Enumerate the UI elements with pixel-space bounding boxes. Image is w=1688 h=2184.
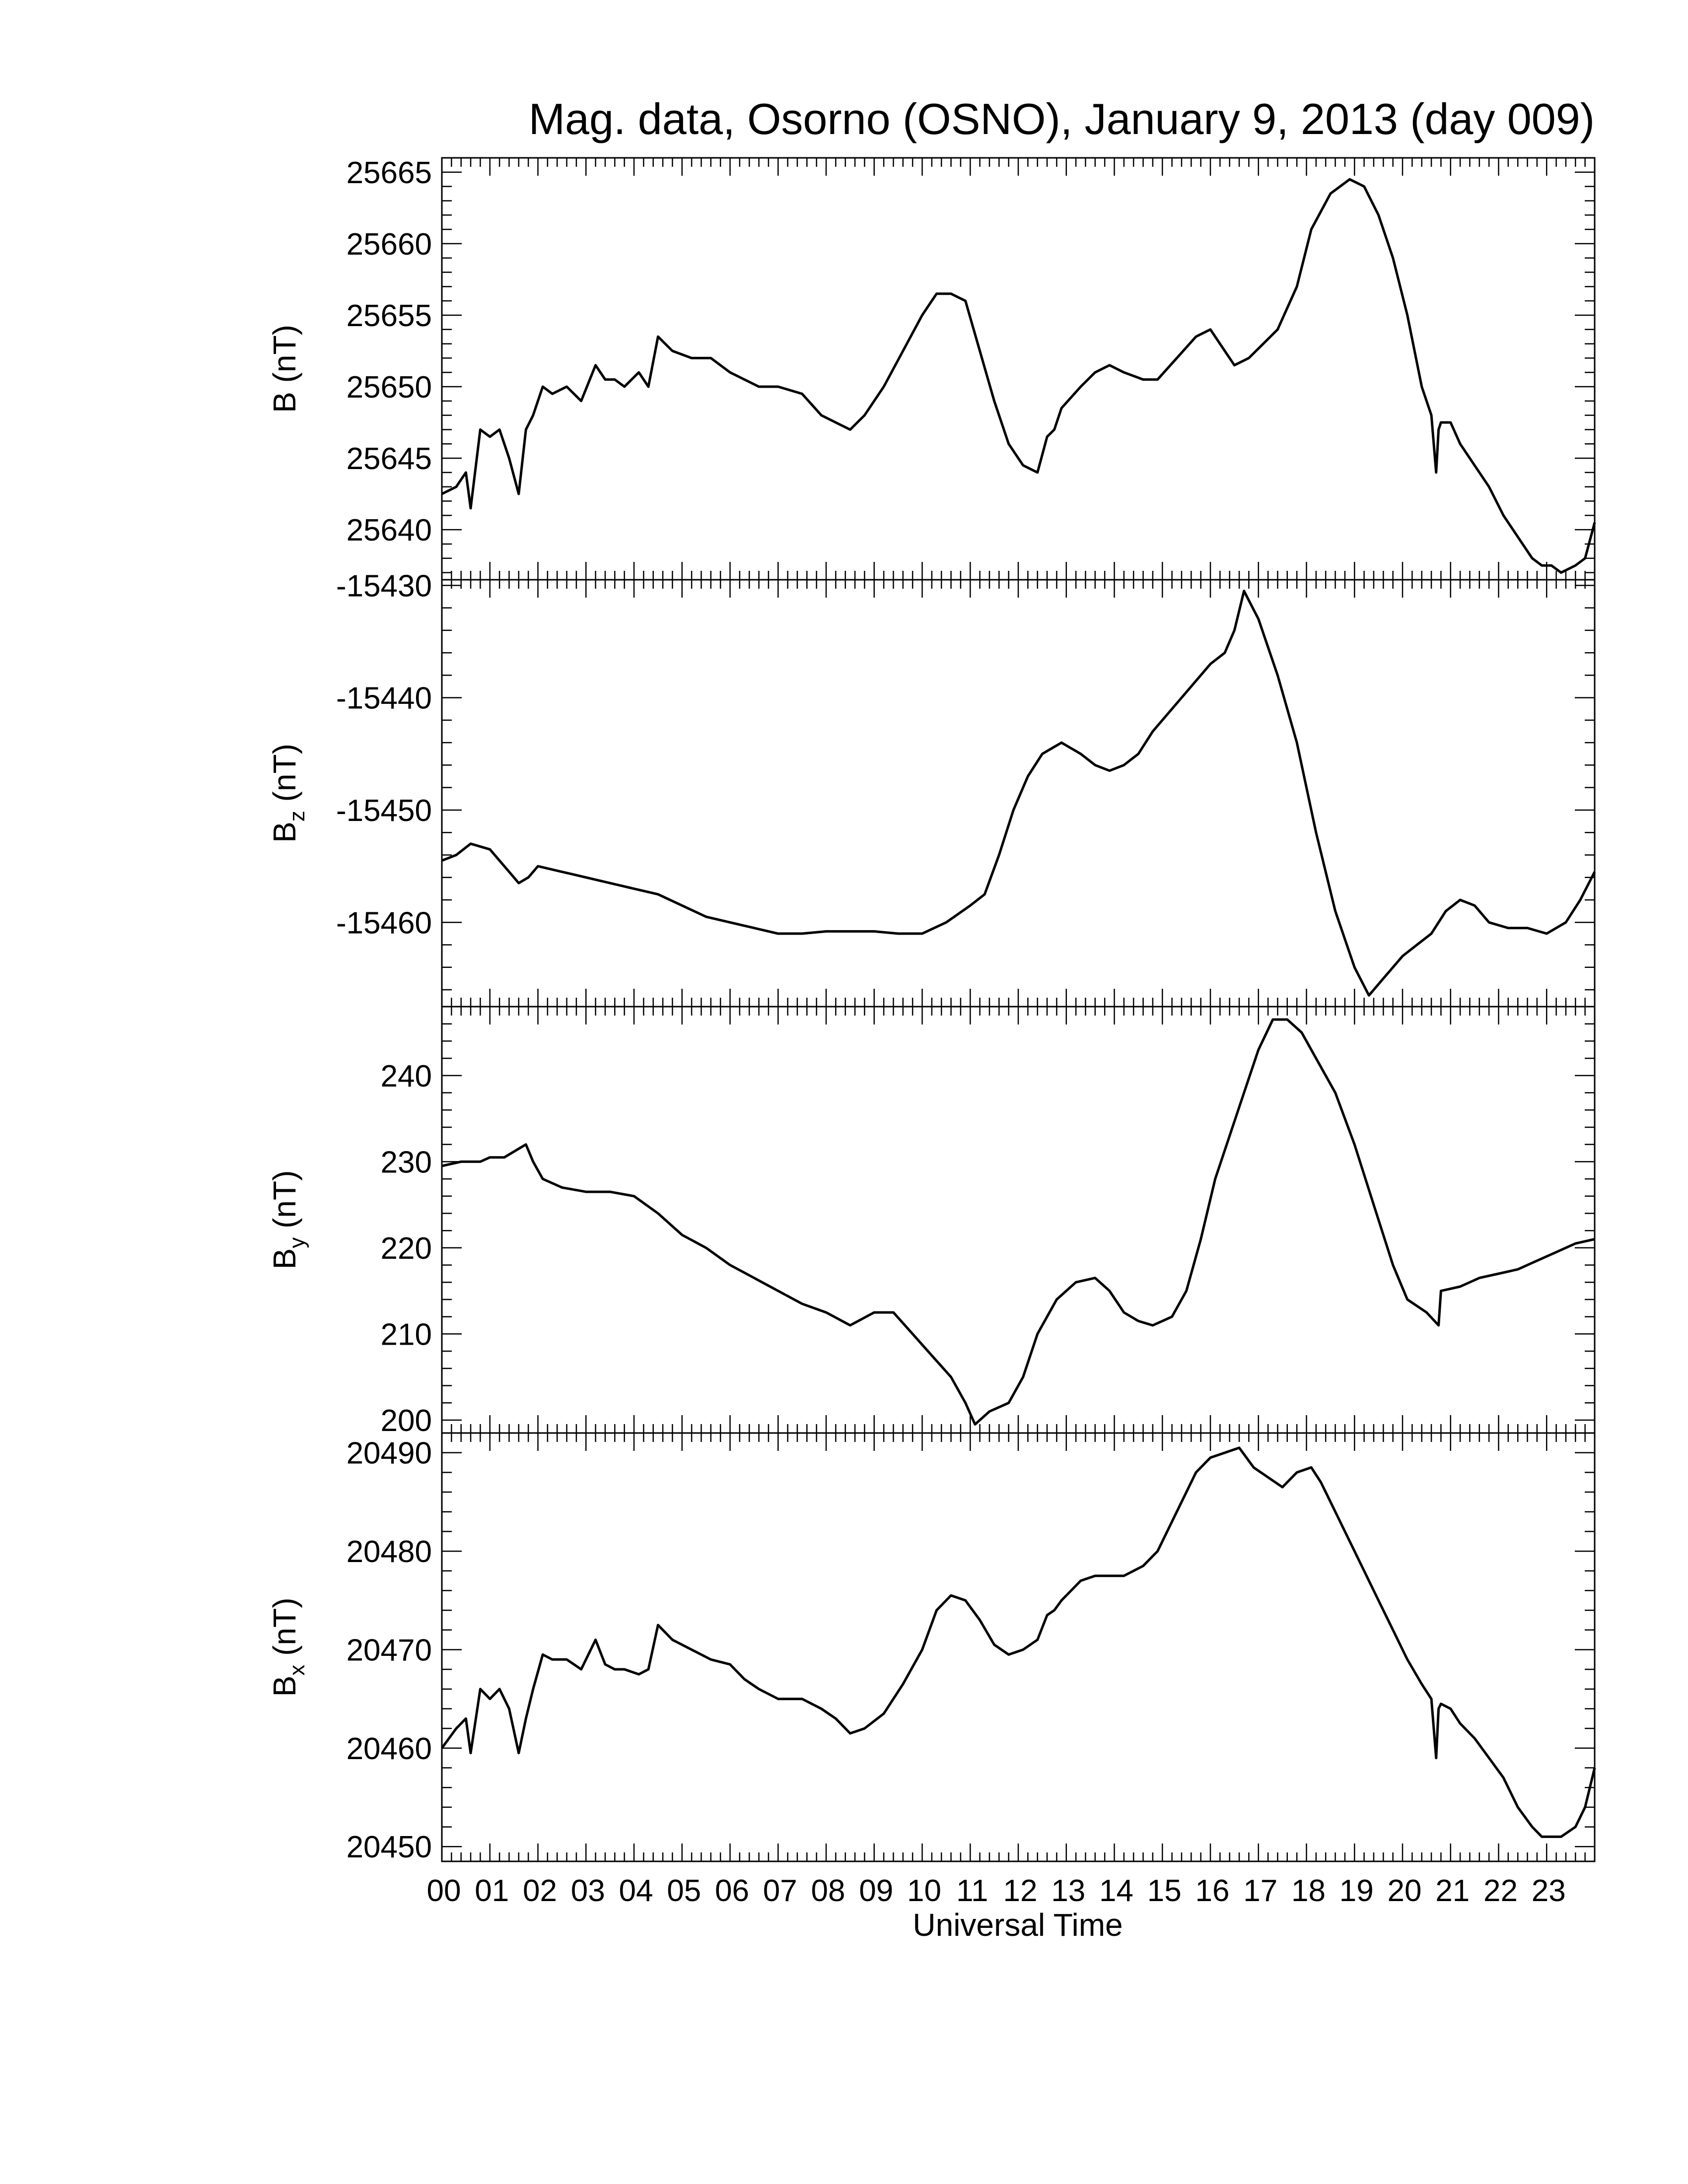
panel-Bz: -15460 -15450 -15440 -15430 Bz (nT) <box>267 569 1596 1008</box>
x-tick-label: 19 <box>1339 1874 1374 1908</box>
x-tick-label: 22 <box>1483 1874 1518 1908</box>
y-tick-label: 20450 <box>347 1830 432 1864</box>
y-tick-label: 200 <box>381 1404 432 1438</box>
series-line-Bx <box>440 1446 1596 1838</box>
panel-frame <box>441 1006 1596 1434</box>
panels-group: 25640 25645 25650 25655 25660 25665 B (nT) -154… <box>267 156 1596 1864</box>
y-tick-label: 25640 <box>347 513 432 547</box>
x-tick-label: 13 <box>1051 1874 1085 1908</box>
x-tick-label: 18 <box>1291 1874 1326 1908</box>
x-tick-label: 06 <box>715 1874 749 1908</box>
y-tick-label: 25665 <box>347 156 432 190</box>
x-tick-label: 07 <box>763 1874 797 1908</box>
x-tick-label: 21 <box>1435 1874 1470 1908</box>
y-axis-label: By (nT) <box>267 1170 309 1270</box>
x-tick-label: 12 <box>1003 1874 1038 1908</box>
y-tick-label: 230 <box>381 1145 432 1179</box>
panel-B: 25640 25645 25650 25655 25660 25665 B (nT) <box>267 156 1596 581</box>
x-tick-label: 03 <box>571 1874 605 1908</box>
x-tick-labels: 00 01 02 03 04 05 06 07 08 09 10 11 12 13 14 15 16 17 18 19… <box>427 1874 1566 1908</box>
chart-title: Mag. data, Osorno (OSNO), January 9, 201… <box>529 94 1595 143</box>
y-tick-label: 240 <box>381 1059 432 1093</box>
y-tick-label: 20480 <box>347 1535 432 1569</box>
x-tick-label: 01 <box>475 1874 509 1908</box>
panel-frame <box>441 1432 1596 1862</box>
x-tick-label: 10 <box>907 1874 941 1908</box>
panel-frame <box>441 157 1596 581</box>
x-tick-label: 23 <box>1532 1874 1566 1908</box>
y-tick-label: 25645 <box>347 442 432 476</box>
series-line-Bz <box>441 590 1596 997</box>
x-tick-label: 05 <box>667 1874 701 1908</box>
series-line-B <box>441 178 1596 574</box>
y-tick-label: -15460 <box>336 906 432 940</box>
x-tick-label: 15 <box>1147 1874 1182 1908</box>
x-tick-label: 04 <box>619 1874 653 1908</box>
y-tick-label: 25655 <box>347 299 432 333</box>
y-tick-label: 20470 <box>347 1633 432 1667</box>
y-tick-label: -15440 <box>336 682 432 716</box>
x-tick-label: 20 <box>1388 1874 1422 1908</box>
y-tick-label: -15450 <box>336 794 432 828</box>
y-tick-label: 20490 <box>347 1436 432 1471</box>
x-tick-label: 14 <box>1099 1874 1133 1908</box>
y-tick-label: 210 <box>381 1317 432 1352</box>
x-tick-label: 16 <box>1196 1874 1230 1908</box>
panel-By: 200 210 220 230 240 By (nT) <box>267 1006 1596 1438</box>
y-tick-label: 220 <box>381 1231 432 1266</box>
x-tick-label: 11 <box>956 1874 988 1908</box>
panel-Bx: 20450 20460 20470 20480 20490 Bx (nT) <box>267 1432 1596 1864</box>
y-tick-label: 20460 <box>347 1732 432 1766</box>
x-tick-label: 00 <box>427 1874 461 1908</box>
x-tick-label: 17 <box>1243 1874 1277 1908</box>
y-axis-label: Bx (nT) <box>267 1598 309 1697</box>
series-line-By <box>441 1018 1595 1426</box>
y-tick-label: 25660 <box>347 227 432 262</box>
x-axis-label: Universal Time <box>913 1907 1123 1943</box>
x-tick-label: 02 <box>523 1874 557 1908</box>
y-tick-label: -15430 <box>336 569 432 603</box>
x-tick-label: 08 <box>811 1874 845 1908</box>
y-tick-label: 25650 <box>347 370 432 405</box>
x-tick-label: 09 <box>859 1874 893 1908</box>
y-axis-label: Bz (nT) <box>267 744 309 843</box>
y-axis-label: B (nT) <box>267 325 302 413</box>
